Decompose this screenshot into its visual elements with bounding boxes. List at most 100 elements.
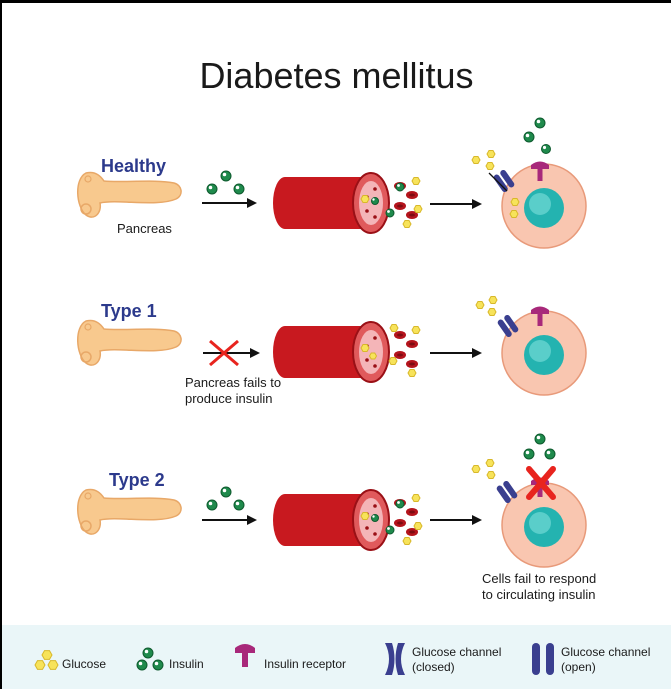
diagram-artwork [34, 117, 587, 675]
insulin-receptor-icon [235, 644, 255, 667]
glucose-molecule [486, 150, 496, 158]
glucose-molecule [487, 308, 497, 316]
insulin-molecule [371, 197, 379, 205]
red-blood-cell [406, 340, 418, 348]
glucose-molecule [471, 465, 481, 473]
red-blood-cell [394, 331, 406, 339]
target-cell [501, 163, 587, 249]
insulin-molecule [523, 448, 535, 460]
insulin-molecule [233, 499, 245, 511]
glucose-molecule [407, 369, 417, 377]
glucose-molecule [413, 522, 423, 530]
glucose-molecule [486, 471, 496, 479]
target-cell [501, 482, 587, 568]
arrow [430, 348, 482, 358]
insulin-molecule [136, 659, 148, 671]
insulin-molecule [142, 647, 154, 659]
insulin-molecule [395, 499, 405, 509]
type1-note-line2: produce insulin [185, 391, 273, 406]
type1-note-line1: Pancreas fails to [185, 375, 282, 390]
legend-channel-closed-line2: (closed) [412, 660, 455, 674]
legend-glucose-label: Glucose [62, 657, 107, 671]
glucose-molecule [402, 220, 412, 228]
glucose-molecule [485, 459, 495, 467]
glucose-molecule [47, 660, 59, 670]
glucose-molecule [388, 357, 398, 365]
arrow [430, 199, 482, 209]
red-blood-cell [394, 202, 406, 210]
red-blood-cell [406, 360, 418, 368]
red-x-icon [526, 466, 556, 500]
red-blood-cell [406, 191, 418, 199]
glucose-molecule [368, 352, 378, 360]
glucose-molecule [411, 177, 421, 185]
glucose-molecule [360, 512, 370, 520]
glucose-molecule [34, 660, 46, 670]
row-label-type2: Type 2 [109, 470, 165, 490]
glucose-molecule [485, 162, 495, 170]
glucose-molecule [411, 494, 421, 502]
legend-channel-closed-line1: Glucose channel [412, 645, 502, 659]
glucose-channel-open-icon [532, 643, 554, 675]
insulin-molecule [220, 486, 232, 498]
red-blood-cell [394, 519, 406, 527]
type2-note-line1: Cells fail to respond [482, 571, 597, 586]
glucose-molecule [360, 344, 370, 352]
glucose-molecule [41, 650, 53, 660]
legend-receptor-label: Insulin receptor [264, 657, 347, 671]
glucose-molecule [360, 195, 370, 203]
insulin-molecule [152, 659, 164, 671]
insulin-molecule [534, 117, 546, 129]
insulin-molecule [233, 183, 245, 195]
glucose-molecule [411, 326, 421, 334]
type2-note-line2: to circulating insulin [482, 587, 596, 602]
red-blood-cell [406, 528, 418, 536]
pancreas-icon [77, 171, 182, 218]
red-blood-cell [406, 211, 418, 219]
insulin-molecule [541, 144, 551, 154]
insulin-molecule [206, 183, 218, 195]
diagram-title: Diabetes mellitus [199, 55, 474, 96]
diagram-panel: Diabetes mellitus Healthy Pancreas Type … [2, 3, 671, 689]
insulin-molecule [385, 208, 395, 218]
insulin-molecule [544, 448, 556, 460]
insulin-molecule [523, 131, 535, 143]
legend: Glucose Insulin Insulin receptor Glucose… [2, 625, 671, 689]
glucose-molecule [402, 537, 412, 545]
pancreas-icon [77, 488, 182, 535]
arrow [202, 198, 257, 208]
insulin-molecule [206, 499, 218, 511]
insulin-molecule [385, 525, 395, 535]
arrow [250, 348, 260, 358]
glucose-molecule [488, 296, 498, 304]
blood-vessel [273, 321, 390, 383]
legend-channel-open-line2: (open) [561, 660, 596, 674]
glucose-molecule [510, 198, 520, 206]
insulin-receptor-icon [531, 161, 549, 181]
insulin-molecule [395, 182, 405, 192]
row-label-healthy: Healthy [101, 156, 167, 176]
glucose-molecule [413, 205, 423, 213]
pancreas-icon [77, 319, 182, 366]
arrow [430, 515, 482, 525]
legend-channel-open-line1: Glucose channel [561, 645, 651, 659]
red-blood-cell [394, 351, 406, 359]
blood-vessel [273, 489, 390, 551]
glucose-molecule [471, 156, 481, 164]
blood-vessel [273, 172, 390, 234]
glucose-channel-icon [497, 314, 519, 338]
pancreas-caption: Pancreas [117, 221, 172, 236]
insulin-molecule [371, 514, 379, 522]
legend-insulin-label: Insulin [169, 657, 204, 671]
insulin-molecule [220, 170, 232, 182]
row-label-type1: Type 1 [101, 301, 157, 321]
arrow [488, 172, 508, 192]
red-x-icon [209, 339, 239, 367]
target-cell [501, 310, 587, 396]
insulin-molecule [534, 433, 546, 445]
glucose-channel-closed-icon [385, 643, 405, 675]
arrow [202, 515, 257, 525]
insulin-receptor-icon [531, 306, 549, 326]
glucose-channel-icon [496, 480, 518, 504]
glucose-molecule [475, 301, 485, 309]
